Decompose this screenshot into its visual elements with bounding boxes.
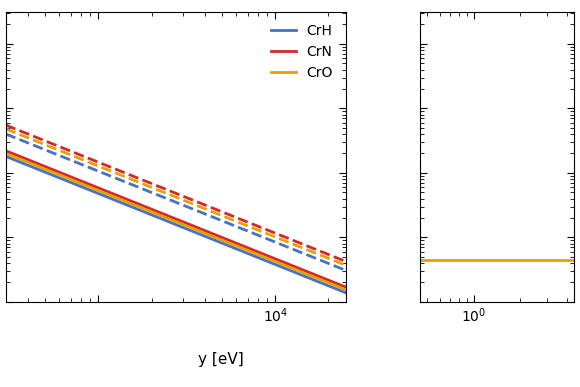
CrO — [342, 288, 349, 292]
CrH — [248, 252, 255, 257]
CrN — [43, 165, 50, 170]
CrN — [137, 202, 144, 207]
Line: CrO: CrO — [6, 153, 346, 290]
CrH — [342, 290, 349, 295]
CrH — [2, 154, 9, 159]
CrN — [113, 193, 120, 197]
CrN — [342, 285, 349, 289]
Text: y [eV]: y [eV] — [198, 353, 243, 367]
CrH — [137, 208, 144, 213]
CrN — [2, 149, 9, 153]
CrO — [2, 151, 9, 156]
CrN — [248, 247, 255, 252]
CrH — [113, 199, 120, 203]
CrO — [43, 168, 50, 172]
CrO — [137, 205, 144, 210]
CrH — [216, 240, 223, 245]
CrO — [113, 195, 120, 200]
CrH — [43, 170, 50, 175]
CrN — [249, 248, 256, 252]
Line: CrH: CrH — [6, 156, 346, 293]
Legend: CrH, CrN, CrO: CrH, CrN, CrO — [265, 19, 339, 86]
CrO — [216, 237, 223, 241]
CrO — [248, 250, 255, 254]
Line: CrN: CrN — [6, 151, 346, 287]
CrO — [249, 250, 256, 255]
CrN — [216, 234, 223, 239]
CrH — [249, 253, 256, 258]
